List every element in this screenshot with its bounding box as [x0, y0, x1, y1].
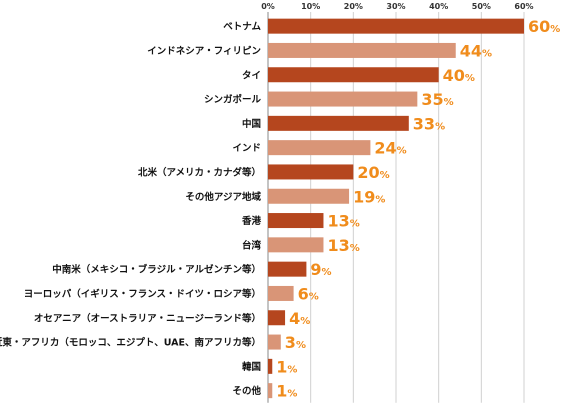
bar — [268, 334, 281, 350]
bar — [268, 140, 371, 156]
category-label: ベトナム — [223, 22, 261, 33]
value-label: 33% — [413, 114, 445, 133]
category-label: 韓国 — [242, 361, 261, 373]
value-label: 35% — [421, 90, 453, 109]
category-label: インド — [232, 143, 261, 154]
value-label: 6% — [298, 284, 319, 303]
bar — [268, 358, 273, 374]
bar — [268, 213, 324, 229]
x-tick-label: 30% — [386, 2, 405, 11]
bar — [268, 237, 324, 253]
value-label: 1% — [276, 382, 297, 401]
category-label: 北米（アメリカ・カナダ等） — [138, 166, 261, 178]
category-labels: ベトナムインドネシア・フィリピンタイシンガポール中国インド北米（アメリカ・カナダ… — [0, 22, 262, 397]
bar — [268, 164, 354, 180]
bars — [268, 18, 524, 399]
x-tick-label: 40% — [429, 2, 448, 11]
value-label: 24% — [374, 139, 406, 158]
value-label: 19% — [353, 187, 385, 206]
x-tick-label: 60% — [514, 2, 533, 11]
value-label: 4% — [289, 309, 310, 328]
bar — [268, 18, 524, 34]
value-label: 20% — [357, 163, 389, 182]
bar — [268, 310, 286, 326]
value-label: 13% — [327, 212, 359, 231]
category-label: シンガポール — [204, 94, 262, 106]
bar — [268, 383, 273, 399]
category-label: オセアニア（オーストラリア・ニュージーランド等） — [34, 312, 261, 324]
bar — [268, 67, 439, 83]
category-label: 台湾 — [242, 239, 262, 251]
bar — [268, 115, 409, 131]
value-label: 1% — [276, 357, 297, 376]
bar — [268, 261, 307, 277]
category-label: 中国 — [242, 118, 261, 130]
category-label: タイ — [242, 69, 261, 81]
value-label: 60% — [528, 17, 560, 36]
value-label: 13% — [327, 236, 359, 255]
value-label: 9% — [310, 260, 331, 279]
category-label: ヨーロッパ（イギリス・フランス・ドイツ・ロシア等） — [24, 288, 261, 300]
x-tick-label: 50% — [472, 2, 491, 11]
bar — [268, 91, 418, 107]
value-label: 40% — [443, 66, 475, 85]
category-label: その他アジア地域 — [185, 191, 261, 203]
x-axis-ticks: 0% 10% 20% 30% 40% 50% 60% — [261, 2, 533, 11]
category-label: 中近東・アフリカ（モロッコ、エジプト、UAE、南アフリカ等） — [0, 337, 261, 349]
value-label: 3% — [285, 333, 306, 352]
category-label: 中南米（メキシコ・ブラジル・アルゼンチン等） — [52, 264, 261, 276]
bar — [268, 188, 350, 204]
category-label: その他 — [232, 385, 261, 397]
category-label: 香港 — [241, 215, 262, 227]
x-tick-label: 20% — [344, 2, 363, 11]
category-label: インドネシア・フィリピン — [147, 45, 261, 57]
x-tick-label: 0% — [261, 2, 275, 11]
bar — [268, 42, 456, 58]
value-label: 44% — [460, 41, 492, 60]
x-tick-label: 10% — [301, 2, 320, 11]
bar — [268, 285, 294, 301]
